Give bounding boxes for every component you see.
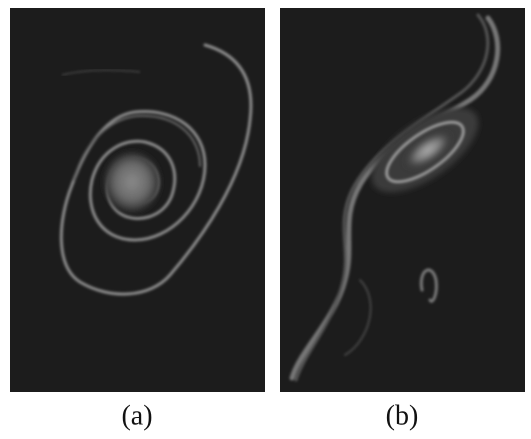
panel-b (280, 8, 525, 392)
caption: (a) (121, 400, 152, 431)
page: (a) (b) (() => { const data = JSON.parse… (0, 0, 531, 439)
figure: (a) (b) (0, 0, 531, 439)
panel-a (10, 8, 265, 392)
spiral-core (104, 152, 160, 212)
caption: (b) (386, 400, 419, 431)
